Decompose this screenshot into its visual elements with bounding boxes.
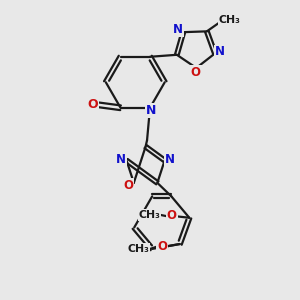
Text: N: N <box>173 23 183 36</box>
Text: O: O <box>191 66 201 79</box>
Text: CH₃: CH₃ <box>139 210 160 220</box>
Text: N: N <box>116 152 126 166</box>
Text: O: O <box>123 179 133 192</box>
Text: CH₃: CH₃ <box>219 15 241 25</box>
Text: O: O <box>167 209 177 222</box>
Text: O: O <box>157 241 167 254</box>
Text: N: N <box>146 103 157 117</box>
Text: N: N <box>215 46 225 59</box>
Text: O: O <box>88 98 98 111</box>
Text: CH₃: CH₃ <box>128 244 149 254</box>
Text: N: N <box>165 152 175 166</box>
